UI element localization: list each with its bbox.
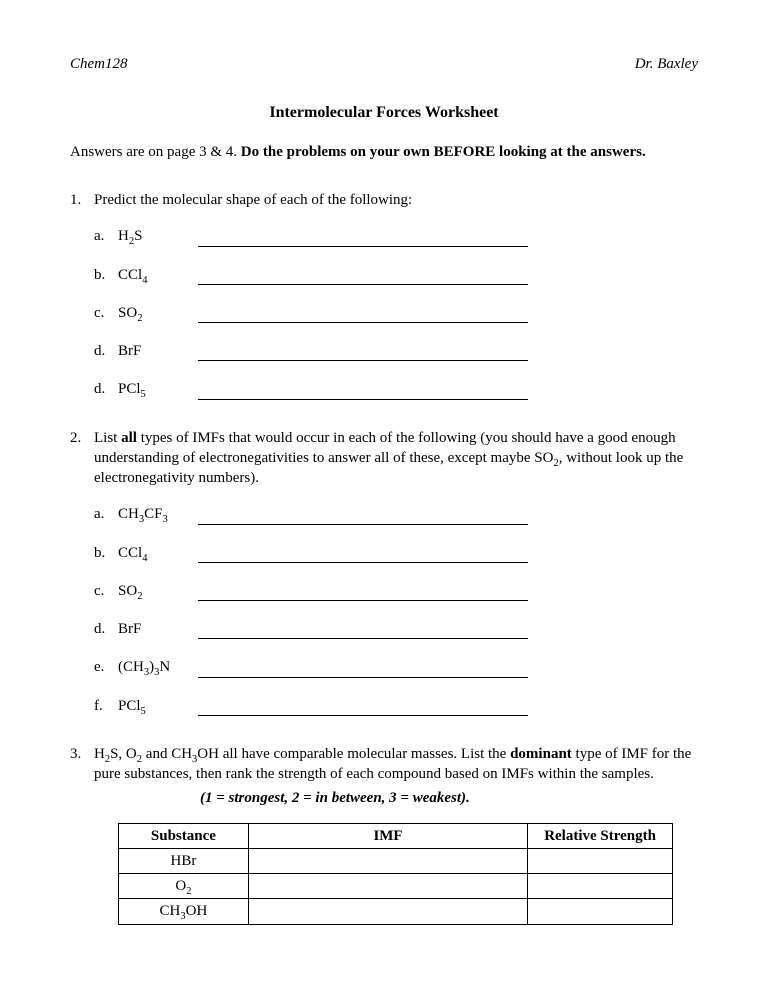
sub-letter: c.: [94, 581, 118, 601]
answer-blank[interactable]: [198, 309, 528, 323]
cell-substance: HBr: [119, 848, 249, 873]
molecular-formula: PCl5: [118, 379, 198, 399]
sub-item: b.CCl4: [94, 265, 698, 285]
imf-table: Substance IMF Relative Strength HBrO2CH3…: [118, 823, 673, 925]
instructions-plain: Answers are on page 3 & 4.: [70, 144, 241, 160]
question-2-items: a.CH3CF3b.CCl4c.SO2d.BrFe.(CH3)3Nf.PCl5: [70, 504, 698, 716]
table-header-row: Substance IMF Relative Strength: [119, 823, 673, 848]
cell-substance: CH3OH: [119, 899, 249, 924]
sub-letter: b.: [94, 265, 118, 285]
table-row: CH3OH: [119, 899, 673, 924]
question-text: Predict the molecular shape of each of t…: [94, 190, 698, 210]
sub-item: d.PCl5: [94, 379, 698, 399]
q3-text-bold: dominant: [510, 746, 572, 762]
answer-blank[interactable]: [198, 271, 528, 285]
question-2: 2. List all types of IMFs that would occ…: [70, 428, 698, 716]
col-header-strength: Relative Strength: [528, 823, 673, 848]
sub-item: e.(CH3)3N: [94, 657, 698, 677]
worksheet-page: Chem128 Dr. Baxley Intermolecular Forces…: [0, 0, 768, 994]
sub-item: a.CH3CF3: [94, 504, 698, 524]
molecular-formula: BrF: [118, 341, 198, 361]
question-1: 1. Predict the molecular shape of each o…: [70, 190, 698, 400]
answer-blank[interactable]: [198, 587, 528, 601]
q2-text-pre: List: [94, 430, 121, 446]
cell-strength[interactable]: [528, 899, 673, 924]
sub-letter: e.: [94, 657, 118, 677]
worksheet-title: Intermolecular Forces Worksheet: [70, 102, 698, 124]
question-3: 3. H2S, O2 and CH3OH all have comparable…: [70, 744, 698, 925]
answer-blank[interactable]: [198, 702, 528, 716]
answer-blank[interactable]: [198, 549, 528, 563]
sub-letter: b.: [94, 543, 118, 563]
molecular-formula: SO2: [118, 303, 198, 323]
molecular-formula: SO2: [118, 581, 198, 601]
instructions-line: Answers are on page 3 & 4. Do the proble…: [70, 142, 698, 162]
cell-strength[interactable]: [528, 874, 673, 899]
col-header-imf: IMF: [248, 823, 527, 848]
answer-blank[interactable]: [198, 386, 528, 400]
cell-imf[interactable]: [248, 848, 527, 873]
sub-item: d.BrF: [94, 619, 698, 639]
sub-letter: a.: [94, 226, 118, 246]
molecular-formula: (CH3)3N: [118, 657, 198, 677]
sub-letter: d.: [94, 341, 118, 361]
cell-imf[interactable]: [248, 899, 527, 924]
q2-text-bold: all: [121, 430, 137, 446]
answer-blank[interactable]: [198, 664, 528, 678]
molecular-formula: PCl5: [118, 696, 198, 716]
page-header: Chem128 Dr. Baxley: [70, 54, 698, 74]
sub-letter: d.: [94, 619, 118, 639]
instructions-bold: Do the problems on your own BEFORE looki…: [241, 144, 646, 160]
molecular-formula: CCl4: [118, 265, 198, 285]
sub-letter: f.: [94, 696, 118, 716]
q3-text-pre: H2S, O2 and CH3OH all have comparable mo…: [94, 746, 510, 762]
question-2-prompt: 2. List all types of IMFs that would occ…: [70, 428, 698, 489]
sub-item: a.H2S: [94, 226, 698, 246]
question-number: 3.: [70, 744, 94, 785]
sub-item: c.SO2: [94, 581, 698, 601]
instructor-name: Dr. Baxley: [635, 54, 698, 74]
sub-item: f.PCl5: [94, 696, 698, 716]
question-1-prompt: 1. Predict the molecular shape of each o…: [70, 190, 698, 210]
question-text: List all types of IMFs that would occur …: [94, 428, 698, 489]
rank-note: (1 = strongest, 2 = in between, 3 = weak…: [70, 788, 698, 808]
question-number: 2.: [70, 428, 94, 489]
molecular-formula: H2S: [118, 226, 198, 246]
question-number: 1.: [70, 190, 94, 210]
table-row: HBr: [119, 848, 673, 873]
cell-strength[interactable]: [528, 848, 673, 873]
question-text: H2S, O2 and CH3OH all have comparable mo…: [94, 744, 698, 785]
molecular-formula: CH3CF3: [118, 504, 198, 524]
q2-text-post: types of IMFs that would occur in each o…: [94, 430, 683, 487]
molecular-formula: BrF: [118, 619, 198, 639]
answer-blank[interactable]: [198, 625, 528, 639]
sub-letter: a.: [94, 504, 118, 524]
question-3-prompt: 3. H2S, O2 and CH3OH all have comparable…: [70, 744, 698, 785]
col-header-substance: Substance: [119, 823, 249, 848]
sub-item: c.SO2: [94, 303, 698, 323]
course-code: Chem128: [70, 54, 128, 74]
cell-imf[interactable]: [248, 874, 527, 899]
table-row: O2: [119, 874, 673, 899]
molecular-formula: CCl4: [118, 543, 198, 563]
sub-item: d.BrF: [94, 341, 698, 361]
question-1-items: a.H2Sb.CCl4c.SO2d.BrFd.PCl5: [70, 226, 698, 399]
sub-letter: c.: [94, 303, 118, 323]
sub-letter: d.: [94, 379, 118, 399]
answer-blank[interactable]: [198, 233, 528, 247]
sub-item: b.CCl4: [94, 543, 698, 563]
answer-blank[interactable]: [198, 511, 528, 525]
cell-substance: O2: [119, 874, 249, 899]
answer-blank[interactable]: [198, 347, 528, 361]
